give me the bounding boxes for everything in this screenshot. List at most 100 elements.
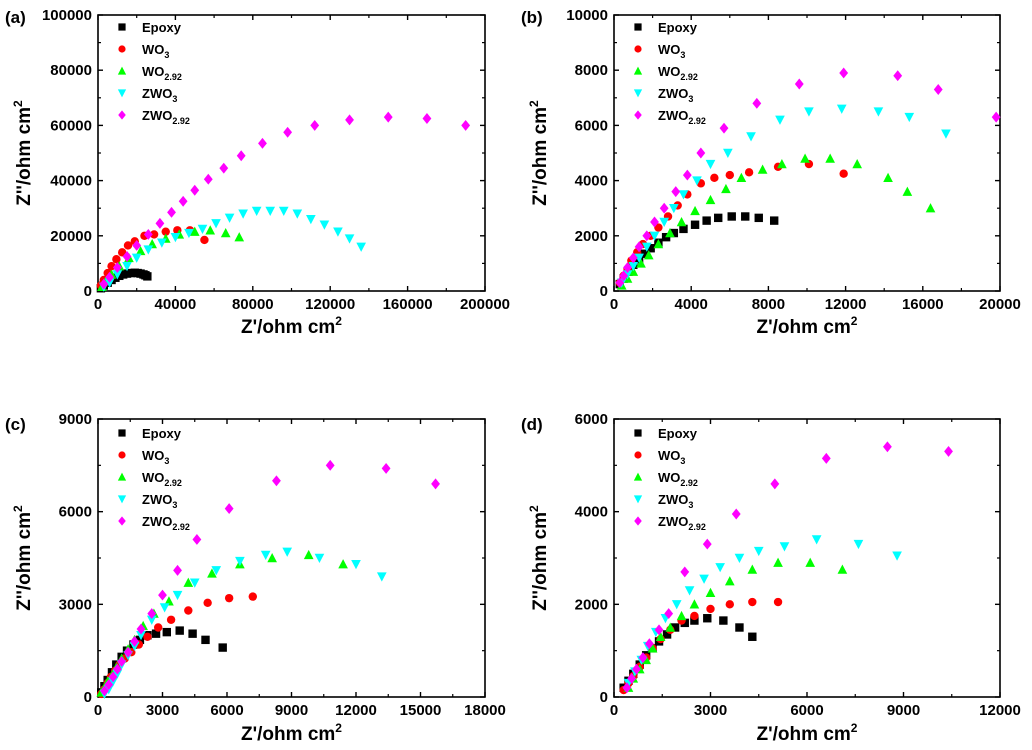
data-point [155,217,165,229]
data-point [283,126,293,138]
legend-label-base: ZWO [142,108,172,123]
x-tick-label: 4000 [675,296,708,313]
data-point [744,168,754,177]
data-point [201,635,210,645]
legend-marker [634,451,642,459]
x-axis-label: Z'/ohm cm2 [241,721,342,745]
x-tick-label: 160000 [383,296,433,313]
x-axis-label: Z'/ohm cm2 [757,314,858,338]
data-point [272,475,281,487]
legend-label: ZWO2.92 [142,514,190,532]
data-point [644,638,654,650]
data-point [112,255,121,264]
data-point [805,557,816,567]
y-tick-label: 2000 [575,228,608,245]
data-point [100,685,109,697]
data-point [123,241,133,250]
data-point [836,104,847,114]
data-point [705,587,716,597]
data-point [690,611,699,621]
data-point [344,234,355,244]
data-point [219,162,229,174]
data-point [178,195,188,207]
data-point [333,227,343,237]
data-point [325,459,335,471]
legend-marker [118,451,126,459]
data-point [892,551,902,561]
data-point [670,623,680,632]
legend-marker [634,516,642,526]
data-point [282,547,293,557]
data-point [258,137,267,149]
y-tick-label: 3000 [59,596,92,613]
data-point [172,590,183,601]
data-point [200,235,209,245]
data-point [676,610,687,621]
data-point [669,228,679,238]
x-tick-label: 9000 [887,702,920,719]
y-tick-label: 100000 [42,7,92,24]
data-point [136,631,146,641]
y-tick-label: 0 [600,283,608,300]
y-axis-label-exponent: 2 [11,505,25,512]
x-tick-label: 0 [94,296,102,313]
legend-label-base: WO [142,64,164,79]
legend-label-base: Epoxy [658,20,698,35]
legend-label-subscript: 2.92 [688,116,706,126]
data-point [143,272,152,281]
data-point [770,478,780,490]
y-tick-label: 0 [600,689,608,706]
data-point [190,184,200,196]
data-point [166,615,176,624]
x-axis-label-exponent: 2 [851,721,858,735]
legend-label: WO3 [142,448,169,466]
y-axis-label-exponent: 2 [527,505,541,512]
y-axis-label-text: Z''/ohm cm [14,107,35,206]
series-wo3 [97,592,257,699]
legend-label: ZWO3 [142,492,177,510]
x-tick-label: 6000 [790,702,823,719]
y-axis-label: Z''/ohm cm2 [527,100,551,206]
data-point [117,656,127,667]
y-tick-label: 80000 [50,62,92,79]
data-point [381,462,391,474]
legend-label-base: ZWO [142,514,172,529]
x-tick-label: 120000 [305,296,355,313]
data-point [638,652,648,664]
data-point [719,616,728,625]
data-point [653,239,664,249]
x-tick-label: 20000 [979,296,1021,313]
legend-label: ZWO2.92 [142,108,190,126]
data-point [622,682,632,694]
data-point [654,624,664,636]
y-axis-label: Z''/ohm cm2 [11,100,35,206]
data-point [643,250,654,260]
data-point [837,564,848,574]
legend-label-base: Epoxy [142,426,182,441]
data-point [632,663,641,675]
panel-a: 0 40000 80000 120000 160000 200000 0 20000 40000… [5,7,510,338]
data-point [265,206,276,216]
y-axis-label: Z''/ohm cm2 [11,505,35,611]
data-point [852,159,863,169]
series-epoxy [619,614,757,692]
y-tick-label: 40000 [50,173,92,190]
legend-marker [633,495,643,504]
data-point [839,169,848,178]
legend-label: ZWO3 [142,86,177,104]
legend-label-subscript: 3 [680,50,685,60]
data-point [699,574,709,584]
data-point [167,206,176,218]
data-point [132,240,142,251]
legend-marker [117,66,127,75]
legend-label: Epoxy [142,20,182,35]
data-point [682,169,692,181]
data-point [211,219,221,229]
legend-marker [117,89,127,98]
data-point [147,608,157,620]
legend-label-subscript: 2.92 [164,478,182,488]
data-point [941,129,951,139]
data-point [143,228,153,240]
data-point [112,270,123,280]
